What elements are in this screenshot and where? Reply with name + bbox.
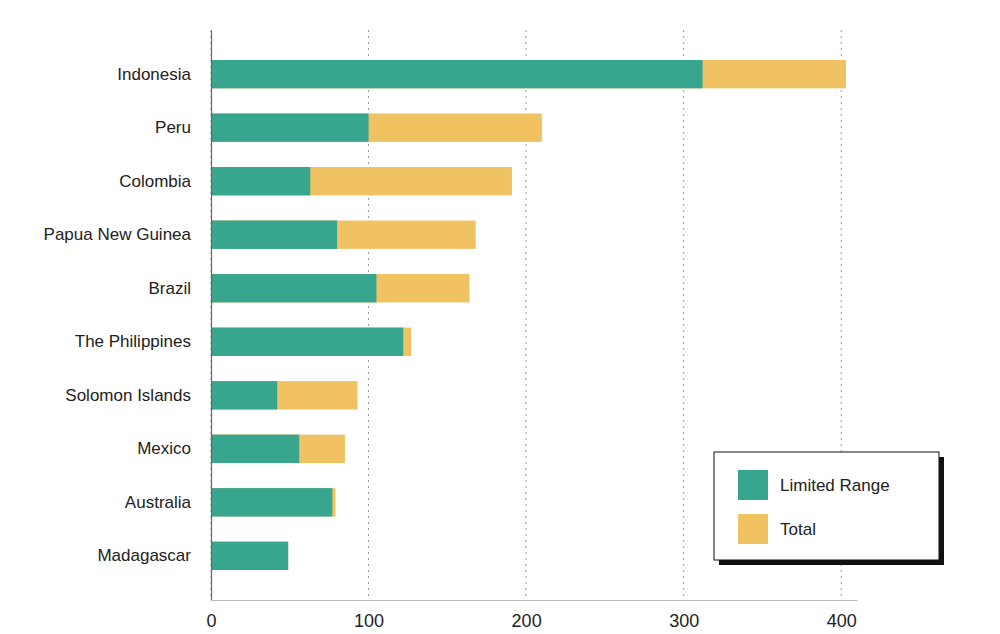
grid-line [683,30,684,600]
tick-label: 0 [206,611,216,631]
tick-label: Madagascar [97,546,191,565]
legend-swatch [738,514,768,544]
bar [211,113,542,141]
tick: Solomon Islands [65,386,211,405]
legend-swatch [738,470,768,500]
bar [211,381,358,409]
tick-label: Australia [125,493,192,512]
tick: Brazil [148,279,211,298]
tick: 400 [827,600,857,631]
x-axis: 0 100 200 300 400 [206,600,857,631]
bar [211,167,512,195]
tick-label: 200 [512,611,542,631]
tick-label: Papua New Guinea [44,225,192,244]
grid [211,30,841,600]
bar [211,435,345,463]
tick: 0 [206,600,216,631]
bar [211,113,369,141]
tick-label: 300 [669,611,699,631]
bar [211,328,403,356]
bar [211,221,476,249]
bar [211,488,332,516]
tick-label: Solomon Islands [65,386,191,405]
tick-label: Indonesia [117,65,191,84]
axis-line [211,31,212,601]
axis-line [212,600,858,601]
tick: The Philippines [75,332,211,351]
tick: 200 [512,600,542,631]
bar [211,542,288,570]
bar [211,274,469,302]
tick: Papua New Guinea [44,225,211,244]
tick: Peru [155,118,211,137]
grid-line [211,30,212,600]
tick-label: Mexico [137,439,191,458]
tick-label: Colombia [119,172,191,191]
bar [211,167,310,195]
bar [211,328,411,356]
tick: 100 [354,600,384,631]
tick: Madagascar [97,546,211,565]
bar [211,60,846,88]
bar [211,542,288,570]
tick: Indonesia [117,65,211,84]
tick: 300 [669,600,699,631]
bar [211,435,299,463]
legend: Limited Range Total [714,452,944,565]
legend-box [714,452,939,560]
bar [211,274,376,302]
bar [211,221,337,249]
tick: Colombia [119,172,211,191]
bar [211,488,335,516]
chart: Indonesia Peru Colombia Papua New Guinea Bra… [0,0,1000,634]
tick-label: The Philippines [75,332,191,351]
legend-label: Total [780,520,816,539]
bars [211,60,846,570]
legend-label: Limited Range [780,476,890,495]
tick-label: Brazil [148,279,191,298]
tick-label: 400 [827,611,857,631]
tick-label: 100 [354,611,384,631]
y-axis: Indonesia Peru Colombia Papua New Guinea Bra… [44,31,212,601]
tick: Australia [125,493,211,512]
bar [211,381,277,409]
tick: Mexico [137,439,211,458]
bar [211,60,703,88]
tick-label: Peru [155,118,191,137]
